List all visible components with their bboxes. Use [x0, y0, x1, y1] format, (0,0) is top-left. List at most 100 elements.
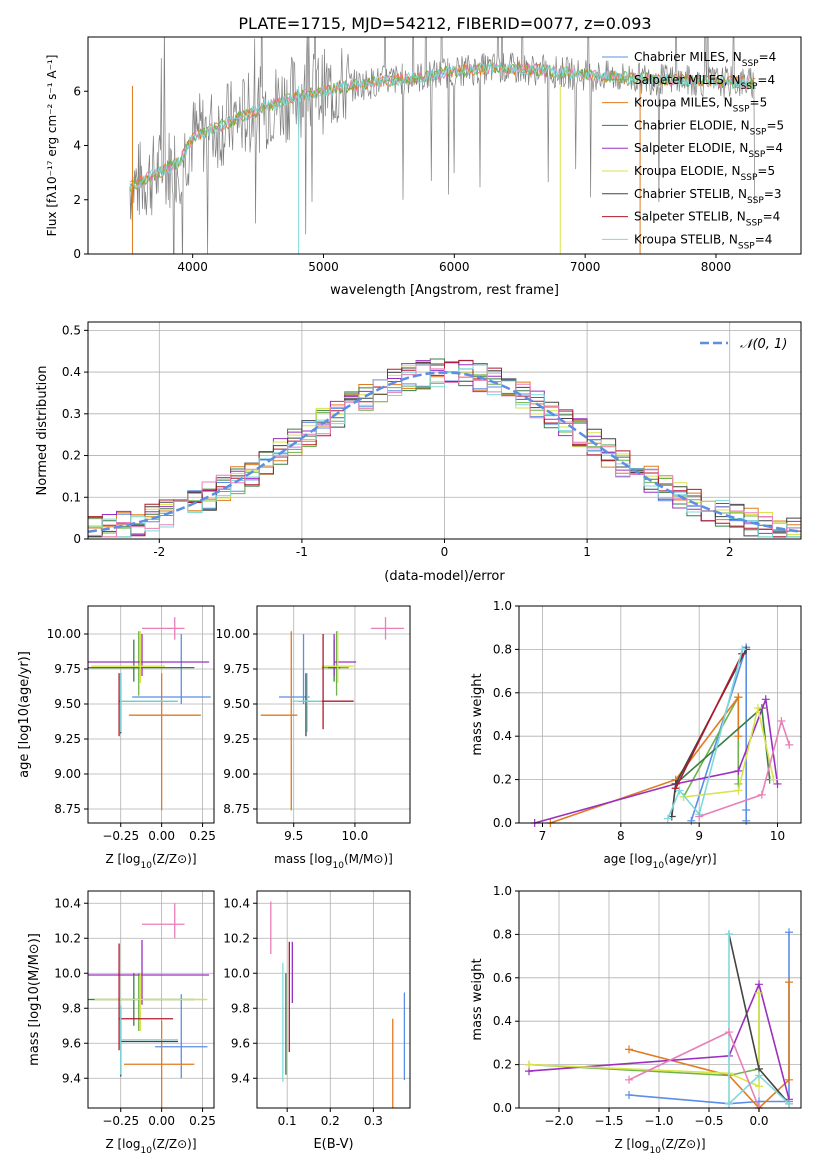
data-point: [695, 812, 704, 821]
y-tick-label: 9.75: [223, 662, 250, 676]
mass-weight-line: [674, 653, 744, 789]
x-tick-label: 4000: [177, 260, 208, 274]
y-tick-label: 9.25: [223, 732, 250, 746]
legend-label-sub: SSP: [741, 82, 758, 92]
y-axis-label: age [log10(age/yr)]: [17, 651, 32, 778]
residual-histogram-panel: -2 -1 0 1 2 0 0.1 0.2 0.3 0.4 0.5 (data-model)/erro…: [35, 321, 802, 584]
mass-weight-line: [528, 981, 790, 1100]
y-tick-label: 9.50: [54, 697, 81, 711]
legend-label-base: Salpeter ELODIE, N: [634, 141, 748, 155]
x-axis-label: Z [log10(Z/Z⊙)]: [105, 1137, 196, 1156]
mass-vs-ebv-panel: 0.1 0.2 0.3 9.4 9.6 9.8 10.0 10.2 10.4 E(B-V): [223, 890, 411, 1152]
y-tick-label: 9.6: [62, 1036, 81, 1050]
y-tick-label: 0.8: [493, 927, 512, 941]
x-tick-label: −0.25: [102, 1114, 139, 1128]
legend-label: Salpeter MILES, NSSP=4: [634, 73, 775, 92]
y-tick-label: 10.00: [216, 627, 250, 641]
data-point: [525, 1060, 533, 1069]
data-point: [785, 978, 793, 987]
data-point: [742, 816, 751, 825]
y-tick-label: 8.75: [54, 802, 81, 816]
y-tick-label: 0.0: [493, 1101, 512, 1115]
data-point: [769, 775, 778, 784]
x-axis-label: Z [log10(Z/Z⊙)]: [105, 852, 196, 871]
legend-label-tail: =5: [766, 118, 784, 132]
y-tick-label: 9.8: [231, 1001, 250, 1015]
x-axis-label-tail: (Z/Z⊙)]: [661, 1137, 706, 1151]
y-axis-label: mass [log10(M/M⊙)]: [27, 933, 42, 1066]
data-point: [785, 1099, 793, 1108]
y-tick-label: 8.75: [223, 802, 250, 816]
age-vs-mass-panel: 9.5 10.0 8.75 9.00 9.25 9.50 9.75 10.00 mass [lo…: [216, 605, 411, 871]
legend-label: Kroupa MILES, NSSP=5: [634, 96, 767, 115]
y-tick-label: 10.4: [54, 896, 81, 910]
x-axis-label-sub: 10: [649, 1146, 661, 1156]
spectrum-lines: [129, 37, 756, 254]
x-axis-label-tail: (Z/Z⊙)]: [152, 1137, 197, 1151]
x-tick-label: 0.00: [148, 829, 175, 843]
mass-weight-line: [534, 699, 779, 824]
y-tick-label: 10.4: [223, 896, 250, 910]
data-point: [725, 930, 733, 939]
x-axis-label-base: age [log: [603, 852, 652, 866]
x-tick-label: 0.00: [148, 1114, 175, 1128]
x-tick-label: 7: [539, 829, 547, 843]
legend-label-base: Kroupa ELODIE, N: [634, 164, 741, 178]
mass-weight-line: [682, 696, 740, 798]
spectrum-panel: 4000 5000 6000 7000 8000 0 2 4 6 wavelength [Angs…: [45, 36, 802, 298]
legend-label-tail: =3: [764, 187, 782, 201]
y-tick-label: 0.3: [62, 407, 81, 421]
data-point: [785, 740, 794, 749]
legend-label: Salpeter STELIB, NSSP=4: [634, 210, 780, 229]
x-tick-label: −0.5: [694, 1114, 723, 1128]
x-tick-label: 1: [583, 545, 591, 559]
y-axis-label: mass weight: [470, 673, 485, 755]
x-tick-label: 0.25: [189, 1114, 216, 1128]
y-tick-label: 0.2: [493, 1058, 512, 1072]
y-tick-label: 9.6: [231, 1036, 250, 1050]
y-tick-label: 10.0: [54, 966, 81, 980]
legend-label-sub: SSP: [750, 127, 767, 137]
mass-weight-line: [667, 649, 744, 820]
data-point: [742, 805, 751, 814]
mass-weight-line: [683, 707, 775, 798]
legend-label-sub: SSP: [733, 105, 750, 115]
gaussian-curve: [87, 371, 802, 533]
axes-frame: [256, 605, 411, 824]
legend-label-base: Kroupa MILES, N: [634, 96, 733, 110]
legend-label: Chabrier ELODIE, NSSP=5: [634, 118, 784, 137]
legend-label: Chabrier STELIB, NSSP=3: [634, 187, 782, 206]
x-tick-label: 0: [441, 545, 449, 559]
histogram-step: [87, 363, 801, 539]
data-point: [777, 717, 786, 726]
legend-label-tail: =4: [759, 50, 777, 64]
x-tick-label: −2.0: [544, 1114, 573, 1128]
model-spectrum: [129, 62, 756, 191]
y-axis-label: Flux [fλ10⁻¹⁷ erg cm⁻² s⁻¹ A⁻¹]: [45, 55, 59, 237]
axes-frame: [518, 890, 802, 1109]
x-tick-label: 0.0: [749, 1114, 768, 1128]
x-axis-label: mass [log10(M/M⊙)]: [274, 852, 393, 871]
x-axis-label-base: Z [log: [105, 1137, 140, 1151]
y-tick-label: 6: [73, 84, 81, 98]
x-axis-label-sub: 10: [140, 1146, 152, 1156]
legend-label-base: Salpeter MILES, N: [634, 73, 741, 87]
x-tick-label: 7000: [570, 260, 601, 274]
y-tick-label: 0: [73, 532, 81, 546]
x-tick-label: 6000: [439, 260, 470, 274]
data-point: [725, 1099, 733, 1108]
legend-label-sub: SSP: [738, 241, 755, 251]
y-tick-label: 9.8: [62, 1001, 81, 1015]
y-tick-label: 9.25: [54, 732, 81, 746]
data-point: [625, 1075, 633, 1084]
x-tick-label: 0.2: [321, 1114, 340, 1128]
legend-label-tail: =4: [763, 210, 781, 224]
data-point: [734, 766, 743, 775]
legend-label-sub: SSP: [748, 150, 765, 160]
mass-weight-line: [728, 934, 790, 1106]
data-point: [755, 1071, 763, 1080]
x-axis-label: (data-model)/error: [384, 569, 505, 584]
x-axis-label-base: Z [log: [105, 852, 140, 866]
y-tick-label: 0.4: [62, 365, 81, 379]
